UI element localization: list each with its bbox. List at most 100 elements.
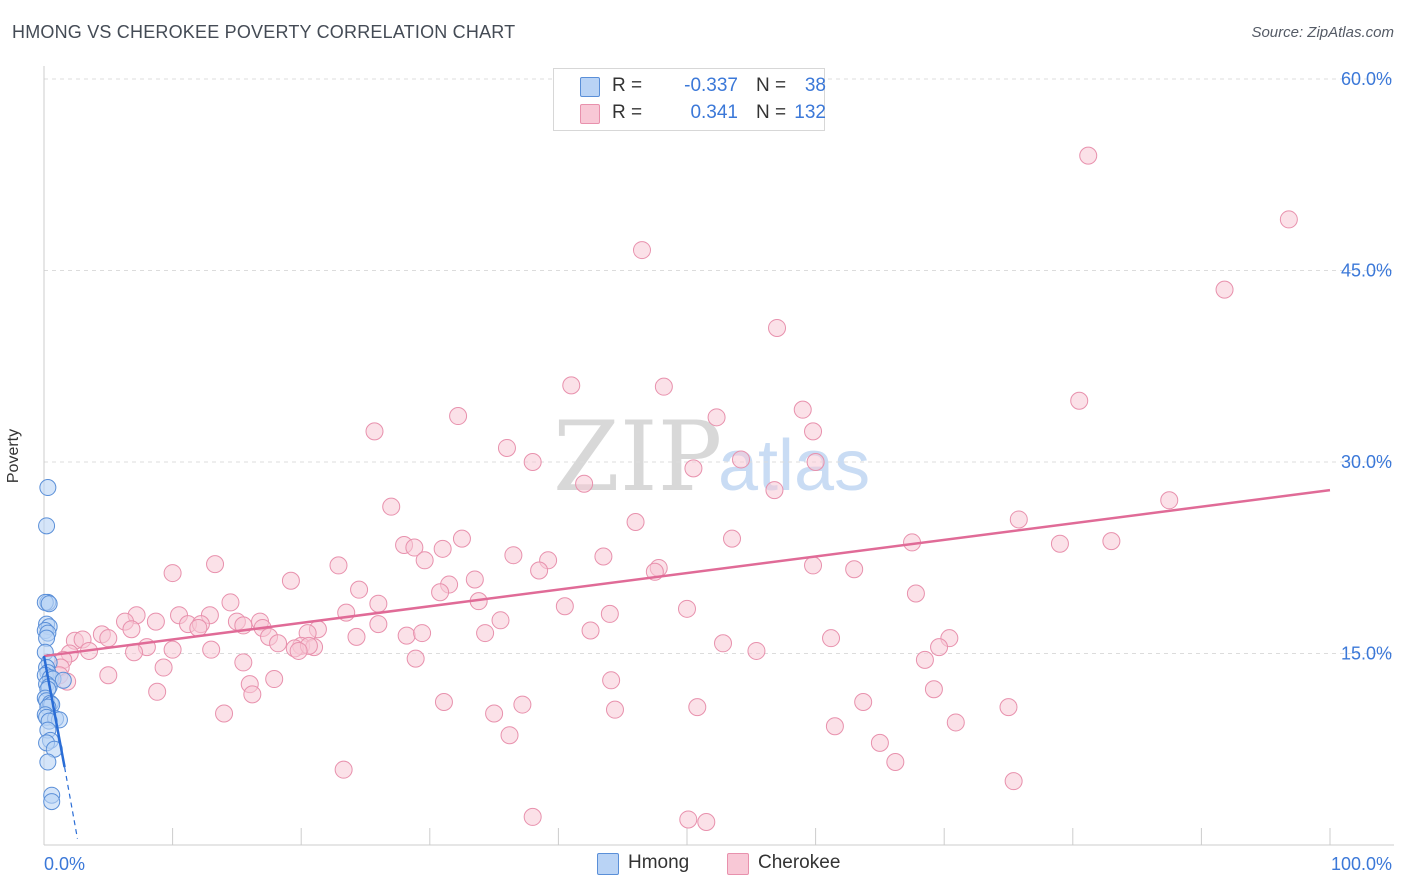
cherokee-point bbox=[413, 624, 432, 643]
cherokee-point bbox=[434, 693, 453, 712]
cherokee-point bbox=[99, 666, 118, 685]
cherokee-point bbox=[369, 594, 388, 613]
cherokee-point bbox=[350, 580, 369, 599]
cherokee-legend-label: Cherokee bbox=[758, 852, 841, 873]
x-tick-label: 100.0% bbox=[1331, 854, 1392, 874]
cherokee-point bbox=[581, 621, 600, 640]
cherokee-point bbox=[449, 407, 468, 426]
hmong-point bbox=[54, 671, 72, 689]
cherokee-swatch bbox=[580, 104, 600, 124]
cherokee-point bbox=[122, 620, 141, 639]
hmong-trendline-extension bbox=[63, 767, 79, 839]
cherokee-point bbox=[555, 597, 574, 616]
cherokee-point bbox=[189, 618, 208, 637]
y-tick-label: 45.0% bbox=[1341, 261, 1392, 281]
cherokee-point bbox=[1050, 534, 1069, 553]
cherokee-point bbox=[1070, 391, 1089, 410]
cherokee-point bbox=[347, 627, 366, 646]
cherokee-point bbox=[765, 481, 784, 500]
cherokee-point bbox=[334, 760, 353, 779]
hmong-n-value: 38 bbox=[804, 75, 826, 96]
cherokee-point bbox=[265, 670, 284, 689]
cherokee-point bbox=[946, 713, 965, 732]
cherokee-point bbox=[433, 539, 452, 558]
cherokee-n-value: 132 bbox=[794, 102, 826, 123]
cherokee-point bbox=[870, 733, 889, 752]
stats-legend: R = -0.337 N = 38 R = 0.341 N = 132 bbox=[553, 68, 826, 131]
cherokee-point bbox=[654, 377, 673, 396]
cherokee-point bbox=[707, 408, 726, 427]
cherokee-point bbox=[215, 704, 234, 723]
cherokee-point bbox=[768, 318, 787, 337]
cherokee-point bbox=[679, 810, 698, 829]
cherokee-point bbox=[513, 695, 532, 714]
cherokee-point bbox=[415, 551, 434, 570]
cherokee-point bbox=[523, 453, 542, 471]
hmong-point bbox=[39, 479, 57, 497]
hmong-point bbox=[40, 595, 58, 613]
cherokee-point bbox=[485, 704, 504, 723]
cherokee-trendline bbox=[43, 488, 1331, 658]
hmong-swatch bbox=[580, 77, 600, 97]
cherokee-point bbox=[382, 497, 401, 516]
cherokee-point bbox=[163, 564, 182, 583]
cherokee-r-label: R = bbox=[612, 102, 643, 123]
cherokee-point bbox=[602, 671, 621, 690]
cherokee-point bbox=[221, 593, 240, 612]
cherokee-point bbox=[906, 584, 925, 603]
cherokee-point bbox=[600, 604, 619, 623]
trendlines bbox=[42, 488, 1331, 839]
cherokee-point bbox=[163, 640, 182, 659]
cherokee-point bbox=[999, 698, 1018, 717]
cherokee-point bbox=[793, 400, 812, 419]
cherokee-point bbox=[406, 649, 425, 668]
cherokee-point bbox=[369, 615, 388, 634]
cherokee-point bbox=[146, 612, 165, 631]
cherokee-point bbox=[915, 650, 934, 669]
hmong-point bbox=[38, 517, 56, 535]
x-tick-label: 0.0% bbox=[44, 854, 85, 874]
cherokee-point bbox=[405, 538, 424, 557]
cherokee-point bbox=[500, 726, 519, 745]
cherokee-point bbox=[575, 474, 594, 493]
cherokee-point bbox=[562, 376, 581, 395]
cherokee-legend-swatch bbox=[727, 853, 749, 875]
cherokee-point bbox=[269, 634, 288, 653]
cherokee-point bbox=[1004, 772, 1023, 791]
hmong-legend-label: Hmong bbox=[628, 852, 690, 873]
cherokee-point bbox=[732, 450, 751, 469]
cherokee-point bbox=[234, 653, 253, 672]
x-tick-labels: 0.0% 100.0% bbox=[44, 854, 1392, 874]
cherokee-point bbox=[1079, 146, 1098, 165]
cherokee-point bbox=[530, 561, 549, 580]
cherokee-point bbox=[289, 641, 308, 660]
cherokee-point bbox=[684, 459, 703, 478]
gridlines bbox=[44, 78, 1394, 654]
cherokee-point bbox=[497, 438, 516, 457]
cherokee-point bbox=[714, 634, 733, 653]
cherokee-point bbox=[329, 556, 348, 575]
cherokee-n-label: N = bbox=[756, 102, 787, 123]
cherokee-point bbox=[678, 599, 696, 618]
cherokee-point bbox=[431, 583, 450, 602]
cherokee-point bbox=[723, 529, 742, 548]
cherokee-point bbox=[632, 241, 651, 260]
cherokee-point bbox=[822, 629, 841, 648]
cherokee-point bbox=[99, 629, 118, 648]
hmong-r-value: -0.337 bbox=[684, 75, 738, 96]
cherokee-point bbox=[930, 638, 949, 657]
hmong-point bbox=[38, 629, 56, 647]
cherokee-point bbox=[605, 700, 624, 719]
cherokee-point bbox=[825, 717, 844, 736]
cherokee-point bbox=[626, 513, 645, 532]
chart-title: HMONG VS CHEROKEE POVERTY CORRELATION CH… bbox=[12, 22, 516, 42]
y-tick-label: 15.0% bbox=[1341, 644, 1392, 664]
hmong-point bbox=[43, 793, 61, 811]
source-label: Source: ZipAtlas.com bbox=[1251, 24, 1394, 41]
hmong-point bbox=[39, 753, 57, 771]
cherokee-point bbox=[452, 529, 471, 548]
hmong-r-label: R = bbox=[612, 75, 643, 96]
cherokee-point bbox=[1009, 510, 1028, 529]
cherokee-point bbox=[1102, 532, 1121, 551]
